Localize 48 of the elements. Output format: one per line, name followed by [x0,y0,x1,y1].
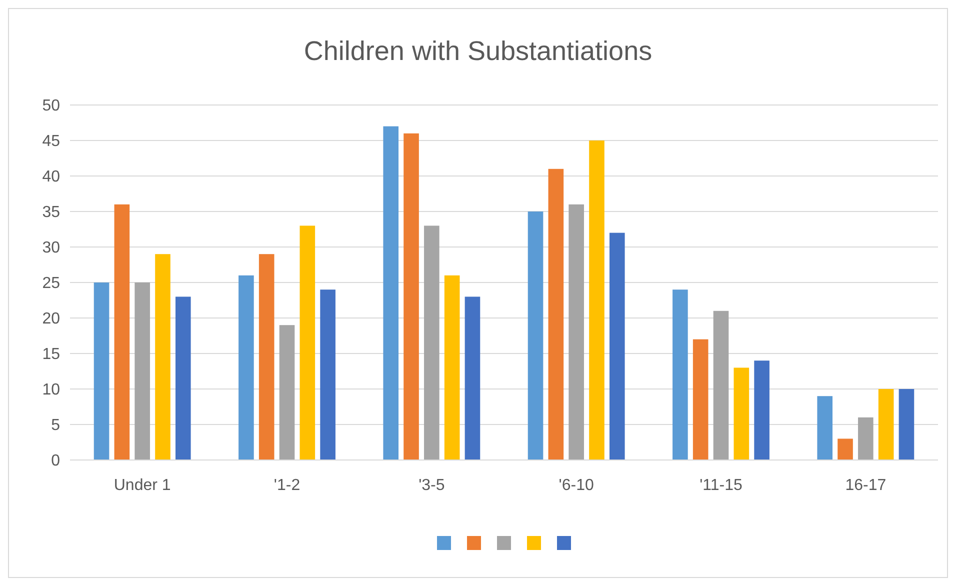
y-tick-label: 0 [51,452,60,470]
x-tick-label: 16-17 [845,477,886,494]
bar [838,438,853,460]
y-tick-label: 45 [42,133,60,150]
x-tick-label: '6-10 [558,477,594,494]
bar [528,212,544,460]
bar [464,296,480,460]
bar [672,290,688,460]
bar [320,290,336,460]
bar [568,204,584,460]
chart-title: Children with Substantiations [304,36,652,66]
bar [404,133,419,460]
bar [444,275,460,460]
y-tick-label: 10 [42,382,60,399]
y-tick-label: 40 [42,168,60,186]
bar [754,360,770,460]
bar [155,254,170,460]
bar [713,310,729,460]
bar [589,140,604,460]
bar [817,396,833,460]
x-tick-label: '3-5 [418,477,445,494]
bar [94,282,110,460]
bar [858,417,874,460]
y-tick-label: 35 [42,204,60,222]
bar [279,325,295,460]
y-tick-label: 25 [42,275,60,292]
bar [383,126,399,460]
bar [114,204,130,460]
bar [609,232,625,460]
bar [548,168,564,460]
bar [258,254,274,460]
x-tick-label: '11-15 [700,477,742,494]
bar [878,389,894,460]
x-tick-label: '1-2 [274,477,300,494]
x-tick-label: Under 1 [114,477,171,494]
bar [734,368,750,460]
bar [300,226,316,460]
y-tick-label: 20 [42,310,60,328]
bar [898,389,914,460]
y-tick-label: 30 [42,240,60,257]
bar [175,296,191,460]
y-tick-label: 5 [51,417,60,434]
bar [692,339,708,460]
y-tick-label: 15 [42,346,60,364]
bar [238,275,254,460]
bar [424,226,440,460]
bar [134,282,150,460]
y-tick-label: 50 [42,98,60,115]
